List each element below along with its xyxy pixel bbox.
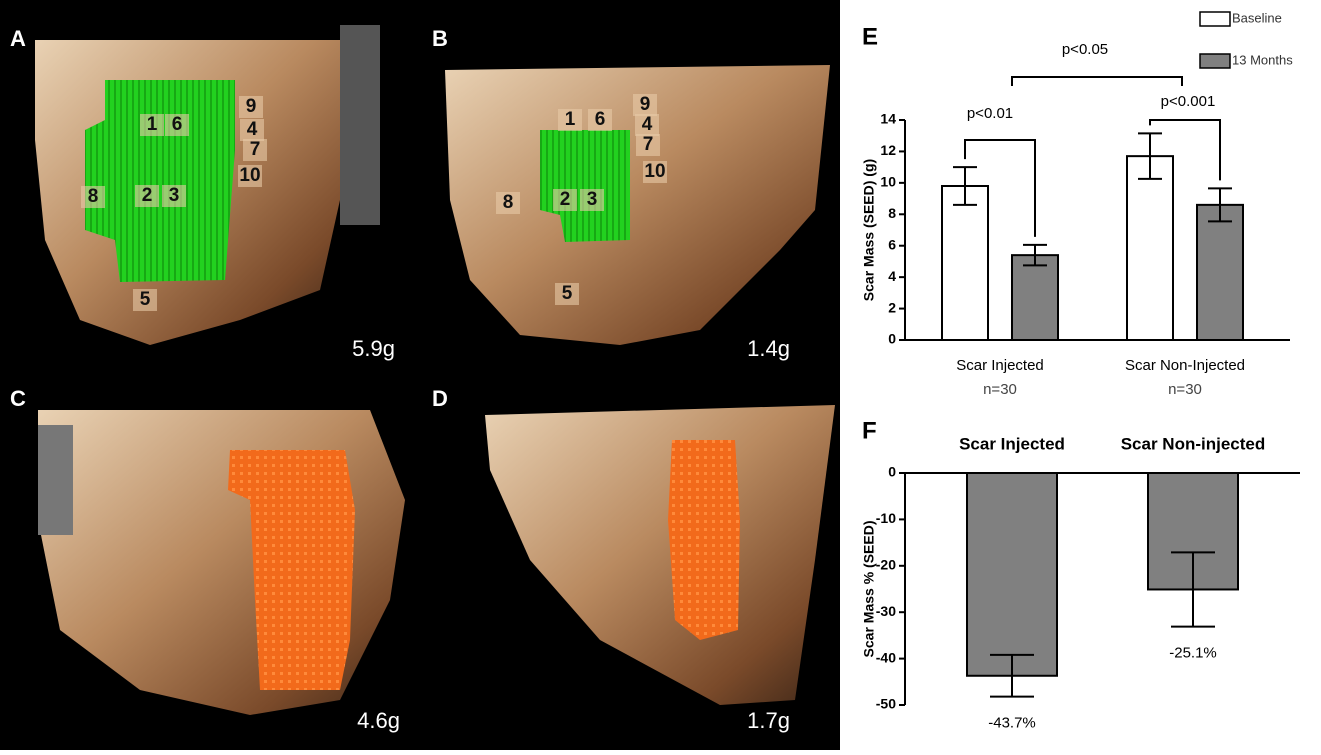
category-note: n=30 [1168,381,1202,398]
panel-label: D [432,386,448,411]
x-tick-label: Scar Injected [959,434,1065,453]
significance-label: p<0.05 [1062,41,1108,58]
segment-label: 3 [587,189,598,210]
segment-label: 6 [172,114,183,135]
segment-label: 4 [247,119,258,140]
y-tick-label: -40 [876,649,896,665]
mass-label: 1.7g [747,708,790,733]
y-axis-title: Scar Mass % (SEED) [861,521,877,658]
segment-label: 9 [640,94,651,115]
segment-label: 5 [140,289,151,310]
bar [1012,255,1058,340]
y-tick-label: 0 [888,464,896,480]
y-tick-label: 14 [880,111,896,127]
segment-label: 1 [565,109,576,130]
value-label: -25.1% [1169,645,1217,662]
y-tick-label: 0 [888,331,896,347]
panel-label: F [862,417,877,444]
figure: A5.9g16947108235B1.4g16947108235C4.6gD1.… [0,0,1321,750]
y-tick-label: -10 [876,510,896,526]
bar [942,186,988,340]
mass-label: 1.4g [747,336,790,361]
segment-label: 2 [142,185,153,206]
segment-label: 1 [147,114,158,135]
y-tick-label: 10 [880,174,896,190]
mass-label: 4.6g [357,708,400,733]
y-tick-label: 12 [880,142,896,158]
significance-label: p<0.001 [1161,93,1216,110]
legend-swatch [1200,12,1230,26]
significance-label: p<0.01 [967,105,1013,122]
value-label: -43.7% [988,715,1036,732]
category-note: n=30 [983,381,1017,398]
segment-label: 7 [643,134,654,155]
y-tick-label: -20 [876,557,896,573]
x-tick-label: Scar Injected [956,357,1044,374]
panel-label: A [10,26,26,51]
segment-label: 6 [595,109,606,130]
segment-label: 5 [562,283,573,304]
segment-label: 4 [642,114,653,135]
y-axis-title: Scar Mass (SEED) (g) [861,159,877,301]
x-tick-label: Scar Non-injected [1121,434,1266,453]
segment-label: 2 [560,189,571,210]
segment-label: 3 [169,185,180,206]
y-tick-label: -50 [876,696,896,712]
legend-label: Baseline [1232,10,1282,25]
significance-bracket [1012,77,1182,86]
bar [1197,205,1243,340]
panel-label: E [862,23,878,50]
y-tick-label: 4 [888,268,896,284]
panel-label: C [10,386,26,411]
segment-label: 7 [250,139,261,160]
segment-label: 10 [644,161,665,182]
segment-label: 10 [239,165,260,186]
x-tick-label: Scar Non-Injected [1125,357,1245,374]
segment-label: 8 [503,192,514,213]
segment-label: 8 [88,186,99,207]
y-tick-label: 6 [888,236,896,252]
bar [1127,156,1173,340]
segment-label: 9 [246,96,257,117]
y-tick-label: -30 [876,603,896,619]
bar [967,473,1057,676]
y-tick-label: 2 [888,299,896,315]
legend-swatch [1200,54,1230,68]
panel-label: B [432,26,448,51]
legend-label: 13 Months [1232,52,1293,67]
mass-label: 5.9g [352,336,395,361]
y-tick-label: 8 [888,205,896,221]
